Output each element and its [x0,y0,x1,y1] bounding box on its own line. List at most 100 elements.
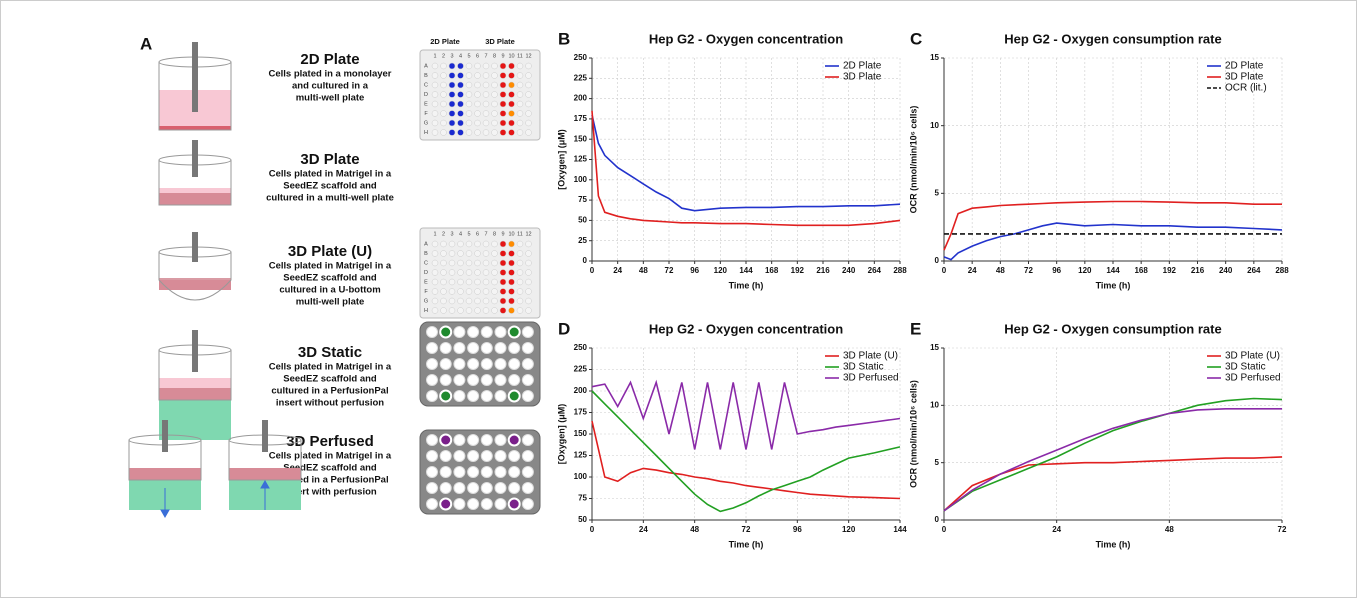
y-tick-label: 125 [574,451,588,460]
condition-title: 3D Plate (U) [288,243,372,260]
x-axis-label: Time (h) [1096,280,1131,290]
insert-well [453,374,466,386]
well [491,129,498,136]
well [448,72,456,79]
well [431,250,439,257]
insert-well [480,342,493,354]
x-tick-label: 264 [868,266,882,275]
insert-plate [419,429,541,515]
series-line [943,222,1283,261]
x-tick-label: 48 [639,266,648,275]
insert-well [521,434,534,446]
insert-well [494,466,507,478]
well [440,250,447,257]
well [474,62,481,70]
probe [192,232,198,262]
x-tick-label: 144 [1106,266,1120,275]
well [431,288,439,295]
panel-label: C [910,29,922,48]
plate-col: 8 [493,53,496,59]
well [474,110,481,117]
insert-well [426,466,438,478]
plate-row: G [424,298,428,304]
well [482,259,490,267]
insert-well [467,466,480,478]
panel-label: A [140,34,152,53]
well [457,91,464,98]
insert-well [467,390,480,402]
well [465,278,473,286]
insert-well [508,358,521,370]
insert-well [507,325,521,339]
well [482,288,490,295]
well [440,278,447,286]
insert-well [453,434,466,446]
y-tick-label: 200 [574,94,588,103]
insert-well [426,374,438,386]
well [448,110,456,117]
condition-desc: cultured in a PerfusionPal [271,475,388,486]
insert-well [521,450,534,462]
well [457,62,464,70]
y-tick-label: 15 [930,53,939,62]
x-tick-label: 24 [639,525,648,534]
well [431,119,439,127]
insert-well [508,466,521,478]
axes [943,58,1282,262]
well [482,129,490,136]
well [440,297,447,305]
insert-well [439,374,452,386]
legend-label: 3D Perfused [843,373,899,384]
plate-col: 11 [517,53,523,59]
x-tick-label: 72 [665,266,674,275]
well [491,278,498,286]
x-axis-label: Time (h) [1096,539,1131,549]
well [474,100,481,108]
well [508,259,515,267]
insert-well [508,450,521,462]
plate-col: 12 [525,231,531,237]
insert-well [453,482,466,494]
legend-label: 3D Plate (U) [843,351,898,362]
x-tick-label: 0 [590,266,595,275]
well [440,110,447,117]
well [474,278,481,286]
well [440,91,447,98]
scaffold [129,468,201,480]
well [525,288,532,295]
beaker [158,160,232,206]
well [448,129,456,136]
well [516,81,524,89]
plate-row: D [424,92,428,98]
legend-label: 3D Plate (U) [1225,351,1280,362]
well [491,119,498,127]
condition-desc: SeedEZ scaffold and [283,374,377,385]
insert-well [521,342,534,354]
plate-row: G [424,120,428,126]
insert-well [439,433,453,447]
y-axis-label: OCR (nmol/min/10⁶ cells) [908,106,918,214]
well [491,269,498,276]
insert-well [480,450,493,462]
well [448,288,456,295]
well [457,307,464,314]
well [499,259,507,267]
insert-well [426,450,438,462]
insert-well [453,466,466,478]
flow-arrow [160,488,170,519]
insert-well [494,390,507,402]
well [525,129,532,136]
x-tick-label: 120 [714,266,728,275]
well [465,297,473,305]
plate-col: 4 [459,53,462,59]
well [491,62,498,70]
well [457,250,464,257]
x-tick-label: 48 [996,266,1005,275]
well [457,129,464,136]
well [499,100,507,108]
chart-title: Hep G2 - Oxygen concentration [649,31,843,46]
plate-row: E [424,279,428,285]
well [525,72,532,79]
insert-well [480,358,493,370]
insert-well [439,358,452,370]
